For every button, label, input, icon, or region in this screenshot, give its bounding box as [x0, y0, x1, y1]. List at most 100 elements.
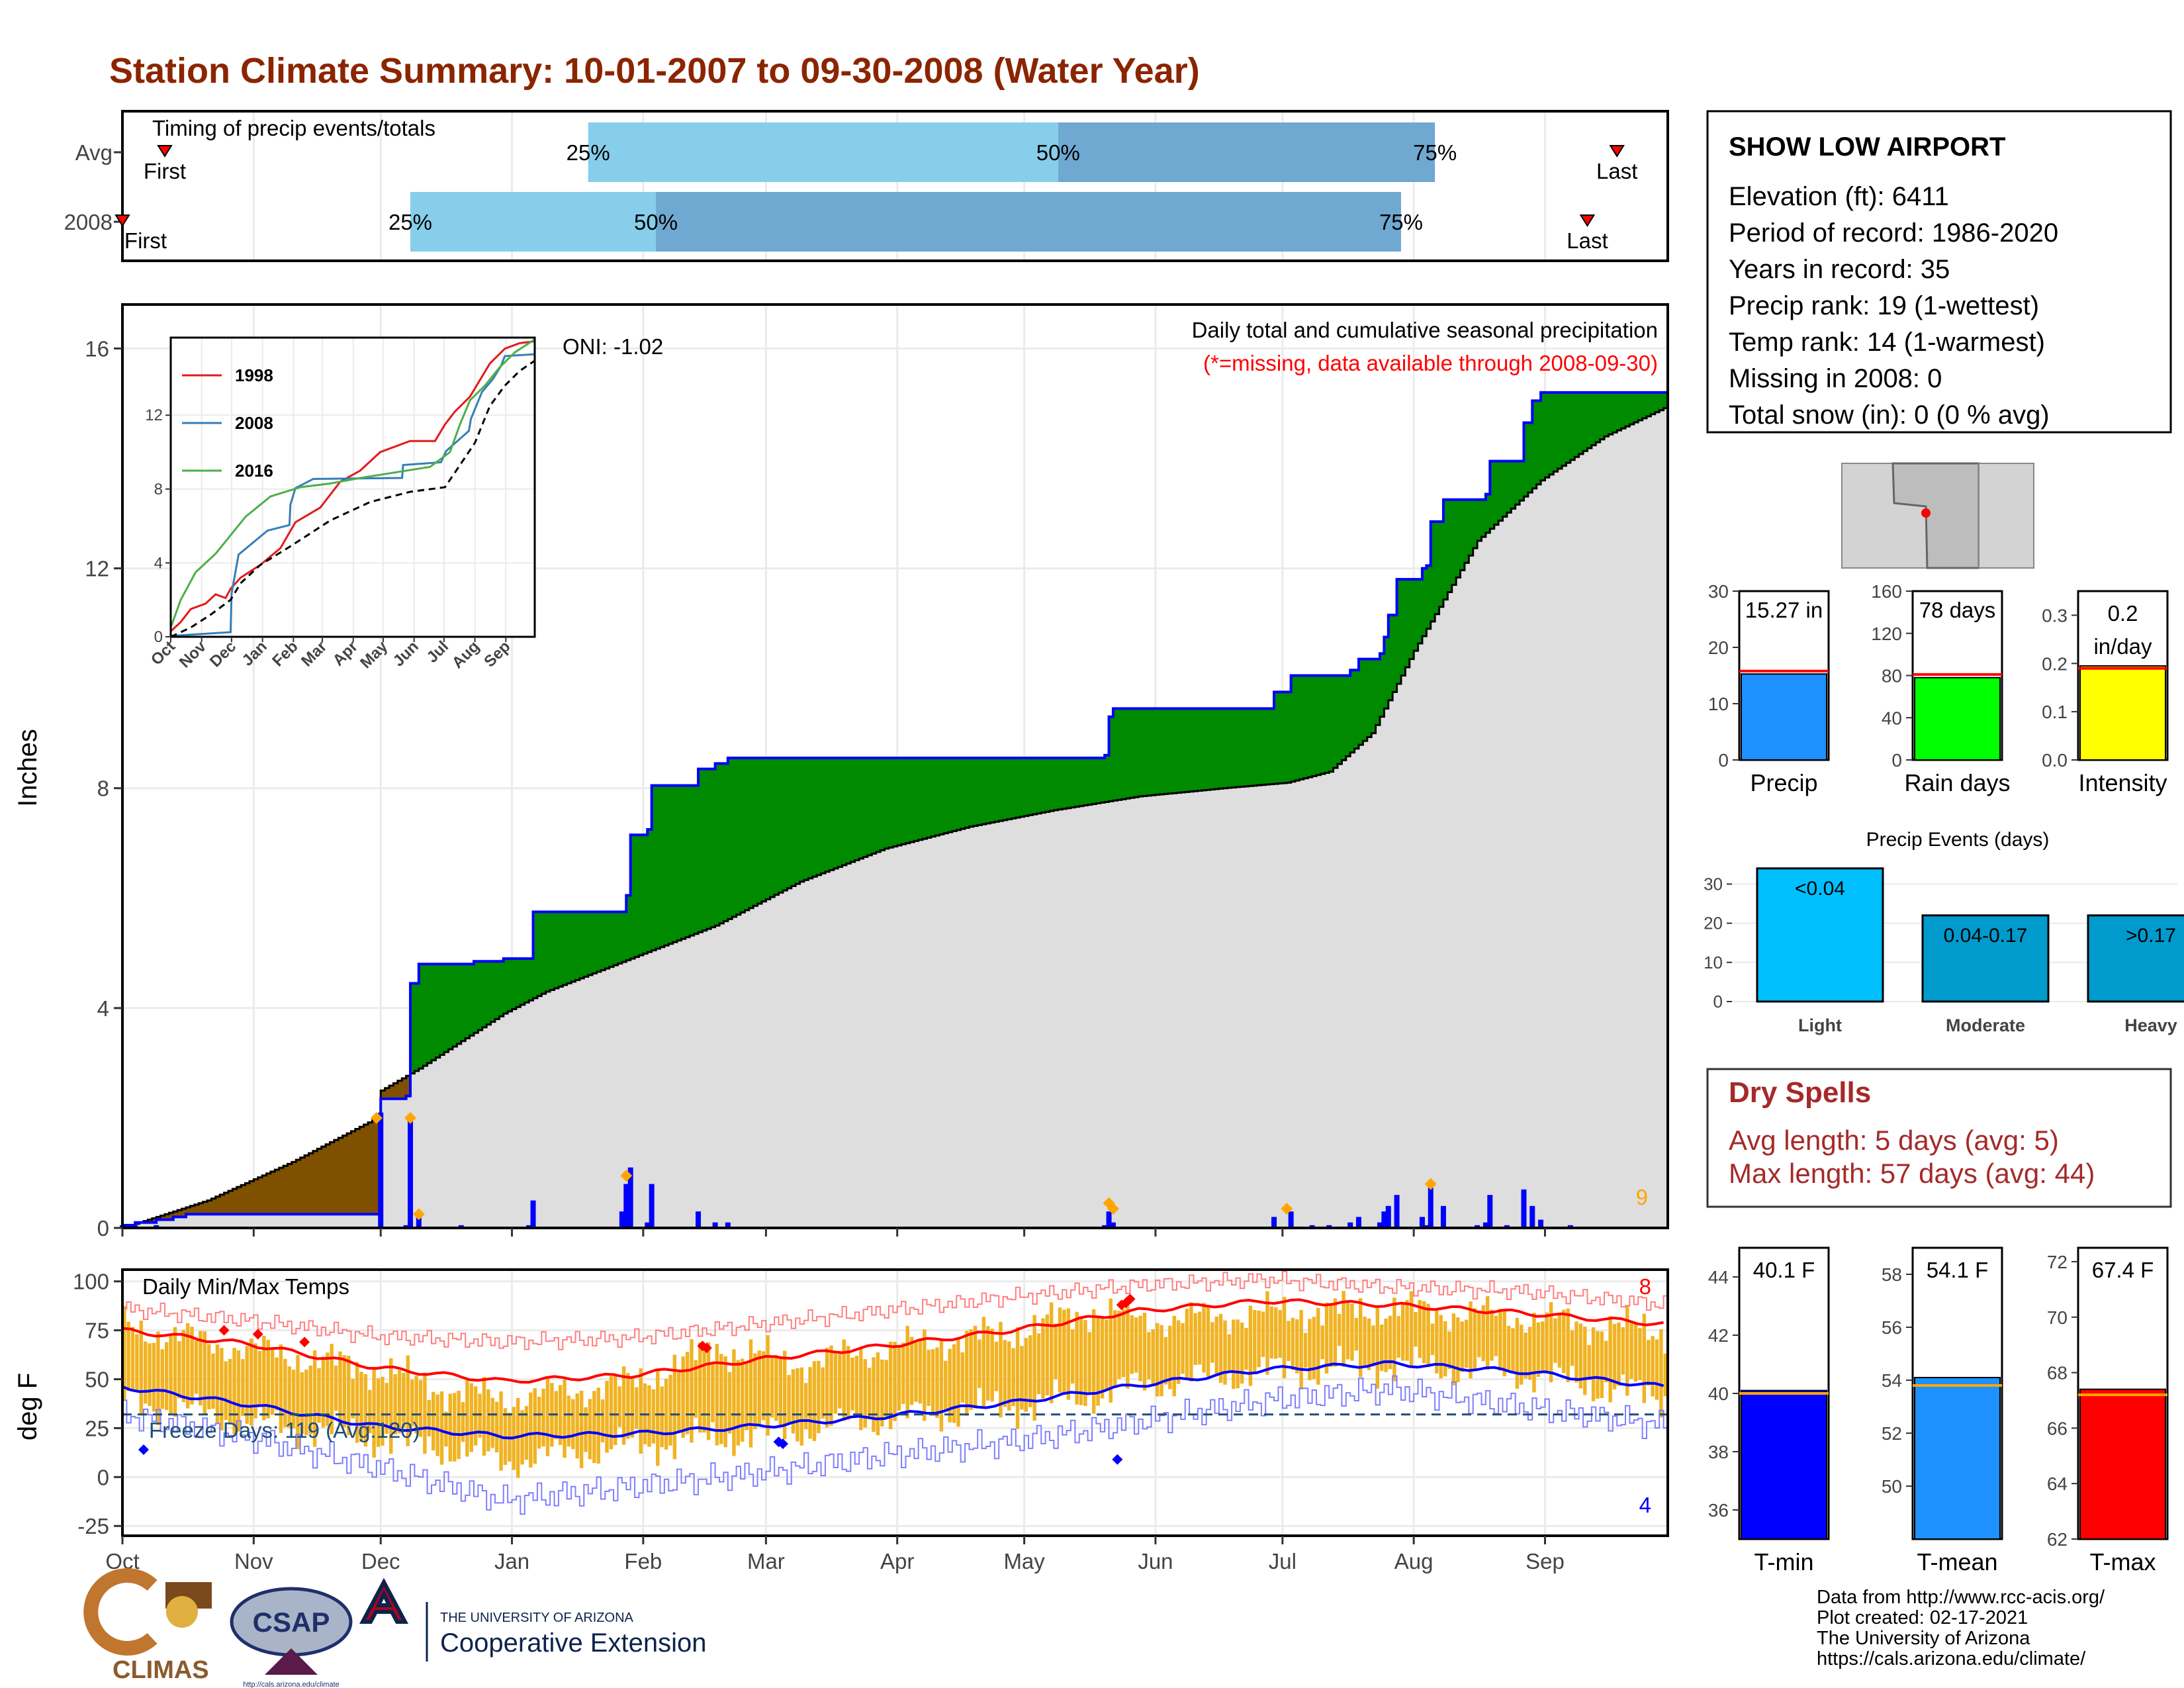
daily-precip-bar	[1347, 1222, 1353, 1228]
extreme-precip-marker	[404, 1111, 417, 1124]
daily-precip-bar	[132, 1225, 138, 1228]
daily-precip-bar	[1106, 1211, 1112, 1228]
month-tick-label: Mar	[747, 1549, 785, 1573]
month-tick-label: Jun	[1138, 1549, 1173, 1573]
station-info-line: Missing in 2008: 0	[1729, 364, 1942, 393]
temp-bar-ytick: 72	[2047, 1252, 2068, 1272]
temp-ytick-label: 100	[73, 1270, 109, 1294]
timing-p75-label: 75%	[1413, 140, 1457, 165]
daily-precip-bar	[1428, 1184, 1433, 1228]
mini-bar-ytick: 30	[1708, 581, 1729, 602]
temp-bar-value-label: 54.1 F	[1927, 1258, 1989, 1282]
mini-bar-value-label: 15.27 in	[1745, 598, 1823, 622]
temp-title: Daily Min/Max Temps	[142, 1274, 349, 1299]
freeze-label: Freeze Days: 119 (Avg:120)	[149, 1418, 420, 1442]
temp-bar-ytick: 50	[1882, 1476, 1902, 1497]
precip-subtitle: Daily total and cumulative seasonal prec…	[1192, 318, 1658, 342]
daily-precip-bar	[530, 1200, 536, 1228]
temp-bar-ytick: 68	[2047, 1363, 2068, 1383]
timing-row-label: 2008	[64, 210, 113, 234]
timing-last-label: Last	[1567, 228, 1608, 253]
daily-precip-bar	[458, 1225, 464, 1228]
inset-series-2008	[170, 353, 535, 637]
inset-ytick-label: 0	[154, 628, 163, 646]
ua-logo-bottom: Cooperative Extension	[440, 1628, 706, 1658]
extreme-precip-marker	[370, 1111, 383, 1124]
missing-note: (*=missing, data available through 2008-…	[1203, 351, 1658, 375]
temp-bar-ytick: 64	[2047, 1474, 2068, 1494]
inset-ytick-label: 8	[154, 481, 163, 498]
ua-logo: THE UNIVERSITY OF ARIZONA Cooperative Ex…	[359, 1577, 706, 1662]
daily-precip-bar	[1504, 1225, 1510, 1228]
extreme-precip-marker	[1281, 1202, 1293, 1215]
timing-p50-label: 50%	[1036, 140, 1080, 165]
precip-event-value: <0.04	[1795, 878, 1845, 900]
extreme-precip-marker	[1107, 1202, 1119, 1215]
climas-logo: CLIMAS	[83, 1568, 212, 1684]
daily-precip-bar	[1102, 1225, 1108, 1228]
precip-event-ytick: 10	[1704, 953, 1723, 972]
csap-logo: CSAP http://cals.arizona.edu/climate	[230, 1587, 353, 1688]
daily-precip-bar	[1440, 1205, 1446, 1228]
month-tick-label: Feb	[624, 1549, 662, 1573]
station-info-line: Years in record: 35	[1729, 255, 1950, 284]
mini-bar-ytick: 120	[1871, 624, 1902, 644]
avg-max-line	[122, 1298, 1664, 1384]
temp-ytick-label: 25	[85, 1416, 109, 1440]
temp-bar-label: T-min	[1754, 1548, 1814, 1575]
month-tick-label: Aug	[1394, 1549, 1433, 1573]
precip-events-title: Precip Events (days)	[1866, 829, 2050, 851]
precip-events-chart: Precip Events (days) <0.04 Light 0.04-0.17…	[1704, 829, 2184, 1035]
mini-bar-label: Rain days	[1904, 769, 2010, 796]
dry-spells-max: Max length: 57 days (avg: 44)	[1729, 1158, 2095, 1189]
timing-panel: Timing of precip events/totals Avg 25% 50%…	[64, 110, 1669, 262]
inset-legend-label: 1998	[235, 365, 273, 385]
inset-series-2016	[169, 338, 535, 628]
station-info-line: Elevation (ft): 6411	[1729, 182, 1949, 211]
timing-row-label: Avg	[75, 140, 113, 165]
month-tick-label: Sep	[1525, 1549, 1565, 1573]
inset-ytick-label: 12	[145, 406, 163, 424]
mini-bar-value-unit: in/day	[2093, 634, 2152, 659]
record-low-marker	[138, 1444, 149, 1455]
credit-line: Plot created: 02-17-2021	[1817, 1607, 2028, 1628]
inset-legend-label: 2016	[235, 461, 273, 481]
mini-bar-value-label: 78 days	[1919, 598, 1996, 622]
inset-legend-label: 2008	[235, 413, 273, 433]
daily-precip-bar	[526, 1225, 532, 1228]
month-tick-label: Jan	[494, 1549, 529, 1573]
daily-precip-bar	[1377, 1222, 1383, 1228]
dry-spells-avg: Avg length: 5 days (avg: 5)	[1729, 1125, 2059, 1156]
climas-logo-text: CLIMAS	[113, 1656, 209, 1684]
extreme-precip-marker	[620, 1170, 633, 1182]
temp-summary-bars: 36 38 40 42 44 40.1 F T-min 50 52 54 56 58 54.1 F T-m…	[1708, 1246, 2169, 1575]
mini-bar-ytick: 160	[1871, 581, 1902, 602]
record-high-marker	[218, 1325, 230, 1336]
mini-bar-ytick: 0.3	[2042, 605, 2068, 626]
daily-precip-bar	[403, 1225, 409, 1228]
temp-bar-label: T-mean	[1917, 1548, 1997, 1575]
mini-bar-value-label: 0.2	[2108, 601, 2138, 626]
temp-bar-ytick: 36	[1708, 1500, 1729, 1521]
mini-bar-label: Precip	[1750, 769, 1817, 796]
record-high-marker	[299, 1336, 310, 1348]
precip-y-label: Inches	[13, 729, 42, 807]
month-tick-label: Jul	[1269, 1549, 1297, 1573]
mini-bar-ytick: 0.0	[2042, 750, 2068, 771]
mini-bar-ytick: 20	[1708, 637, 1729, 658]
temp-bar-ytick: 54	[1882, 1370, 1902, 1391]
daily-precip-bar	[645, 1222, 651, 1228]
timing-p25-label: 25%	[388, 210, 432, 234]
daily-precip-bar	[627, 1167, 633, 1228]
station-location-marker	[1921, 508, 1931, 518]
timing-bar-q3	[1058, 122, 1435, 182]
daily-precip-bar	[1394, 1195, 1400, 1228]
ua-logo-top: THE UNIVERSITY OF ARIZONA	[440, 1611, 634, 1625]
temp-bar-ytick: 66	[2047, 1418, 2068, 1438]
deficit-area	[143, 1076, 411, 1223]
locator-map	[1841, 462, 2034, 569]
timing-bar-q2	[410, 192, 657, 252]
precip-event-bar	[1756, 867, 1884, 1003]
mini-bar-value	[2079, 665, 2166, 761]
